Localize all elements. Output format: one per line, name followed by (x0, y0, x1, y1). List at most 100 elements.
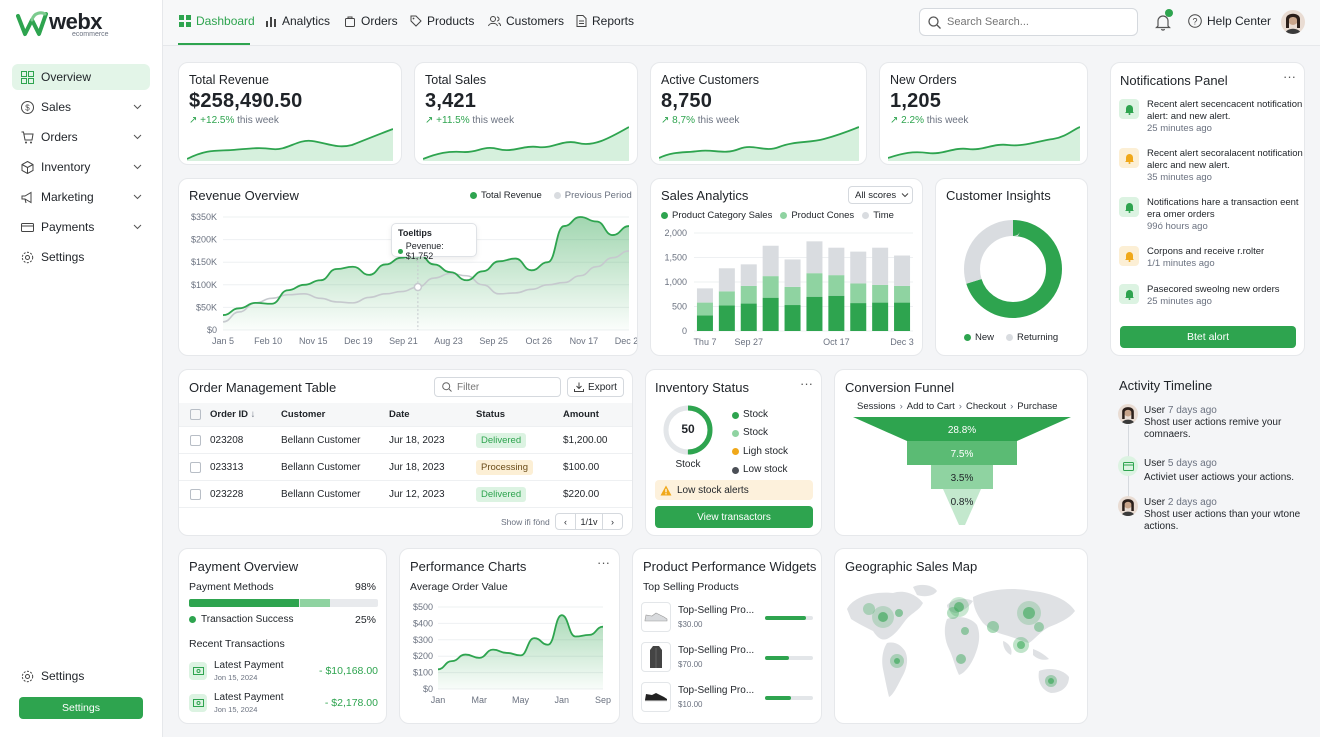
warning-icon (660, 485, 672, 495)
order-id: 023208 (210, 434, 244, 446)
webx-logo-icon (16, 10, 50, 38)
trend-up-icon: ↗ (661, 115, 670, 126)
kpi-value: 1,205 (890, 90, 942, 112)
search-box[interactable] (919, 8, 1138, 36)
sidebar-bottom-settings[interactable]: Settings (12, 663, 150, 689)
series-line-previous (222, 250, 630, 323)
col-header[interactable]: Date (389, 409, 410, 420)
stock-gauge (663, 405, 713, 455)
settings-button[interactable]: Settings (19, 697, 143, 719)
sidebar-item-inventory[interactable]: Inventory (12, 154, 150, 180)
tab-analytics[interactable]: Analytics (265, 14, 330, 28)
product-name: Top-Selling Pro... (678, 605, 755, 616)
next-page-button[interactable]: › (602, 514, 622, 529)
world-map[interactable] (843, 579, 1081, 719)
sidebar-item-sales[interactable]: $ Sales (12, 94, 150, 120)
legend-item: Time (862, 210, 894, 221)
tooltip-value: Pevenue: $1,752 (398, 241, 470, 261)
filter-input[interactable] (457, 381, 557, 393)
trend-up-icon: ↗ (189, 115, 198, 126)
col-header[interactable]: Order ID ↓ (210, 409, 256, 420)
table-row[interactable]: 023208 Bellann Customer Jur 18, 2023 Del… (179, 426, 632, 453)
col-header[interactable]: Amount (563, 409, 599, 420)
svg-text:?: ? (1192, 17, 1197, 27)
product-item[interactable]: Top-Selling Pro... $70.00 (641, 642, 813, 674)
chart-tooltip: Toeltips Pevenue: $1,752 (391, 223, 477, 261)
sidebar-item-overview[interactable]: Overview (12, 64, 150, 90)
timeline-item[interactable]: User 7 days ago Shost user actions remive… (1118, 404, 1308, 446)
chevron-down-icon (901, 193, 909, 198)
col-header[interactable]: Status (476, 409, 506, 420)
bar-segment (850, 283, 867, 304)
alert-button[interactable]: Btet alort (1120, 326, 1296, 348)
help-center-link[interactable]: ? Help Center (1188, 14, 1271, 28)
tab-customers[interactable]: Customers (488, 14, 564, 28)
row-checkbox[interactable] (190, 488, 201, 500)
filter-box[interactable] (434, 377, 561, 397)
notification-dot (1165, 9, 1173, 17)
legend-item: New (964, 332, 994, 343)
bar-segment (894, 255, 911, 286)
kpi-card-orders: New Orders 1,205 ↗ 2.2% this week (879, 62, 1088, 165)
table-row[interactable]: 023228 Bellann Customer Jur 12, 2023 Del… (179, 480, 632, 507)
export-button[interactable]: Export (567, 377, 624, 397)
sidebar-item-payments[interactable]: Payments (12, 214, 150, 240)
search-input[interactable] (947, 16, 1127, 28)
chevron-down-icon (133, 160, 142, 174)
chevron-down-icon (133, 220, 142, 234)
sidebar-item-settings[interactable]: Settings (12, 244, 150, 270)
donut-slice (964, 220, 1062, 318)
tab-reports[interactable]: Reports (576, 14, 634, 28)
row-checkbox[interactable] (190, 434, 201, 446)
bell-icon (1119, 197, 1139, 217)
bar-segment (718, 305, 735, 331)
x-tick-label: Dec 19 (344, 336, 373, 346)
chart-legend: Product Category Sales Product Cones Tim… (661, 210, 894, 221)
more-icon[interactable]: ··· (1283, 69, 1296, 84)
product-item[interactable]: Top-Selling Pro... $10.00 (641, 682, 813, 714)
kpi-label: New Orders (890, 73, 957, 87)
bar-segment (784, 259, 801, 287)
customer-name: Bellann Customer (281, 461, 361, 473)
notifications-panel: Notifications Panel ··· Recent alert sec… (1110, 62, 1305, 356)
bar-segment (740, 285, 757, 304)
card-title: Product Performance Widgets (643, 559, 817, 574)
prev-page-button[interactable]: ‹ (556, 514, 576, 529)
order-date: Jur 12, 2023 (389, 488, 445, 500)
transaction-row[interactable]: Latest Payment Jon 15, 2024 - $2,178.00 (189, 692, 378, 718)
svg-text:$: $ (25, 103, 30, 112)
trend-up-icon: ↗ (890, 115, 899, 126)
select-all-checkbox[interactable] (190, 409, 201, 420)
tab-orders[interactable]: Orders (344, 14, 398, 28)
sparkline (423, 126, 629, 161)
tab-products[interactable]: Products (410, 14, 474, 28)
page-indicator: 1/1v (580, 516, 598, 527)
funnel-stage (853, 417, 1071, 441)
more-icon[interactable]: ··· (800, 376, 813, 391)
scores-dropdown[interactable]: All scores (848, 186, 913, 204)
notification-text: Notifications hare a transaction eent er… (1147, 197, 1299, 232)
view-transactions-button[interactable]: View transactors (655, 506, 813, 528)
bell-icon[interactable] (1155, 13, 1171, 34)
tag-icon (410, 15, 422, 27)
sidebar-item-orders[interactable]: Orders (12, 124, 150, 150)
timeline-item[interactable]: User 5 days ago Activiet user actiows you… (1118, 456, 1308, 488)
card-title: Conversion Funnel (845, 380, 955, 395)
product-item[interactable]: Top-Selling Pro... $30.00 (641, 602, 813, 634)
table-row[interactable]: 023313 Bellann Customer Jur 18, 2023 Pro… (179, 453, 632, 480)
more-icon[interactable]: ··· (597, 555, 610, 570)
sales-analytics-card: Sales Analytics All scores Product Categ… (650, 178, 923, 356)
notification-text: Recent alert secencacent notification al… (1147, 99, 1303, 134)
kpi-card-customers: Active Customers 8,750 ↗ 8,7% this week (650, 62, 867, 165)
tab-dashboard[interactable]: Dashboard (179, 14, 255, 28)
sidebar-item-marketing[interactable]: Marketing (12, 184, 150, 210)
col-header[interactable]: Customer (281, 409, 326, 420)
low-stock-alert[interactable]: Low stock alerts (655, 480, 813, 500)
row-checkbox[interactable] (190, 461, 201, 473)
product-name: Top-Selling Pro... (678, 645, 755, 656)
y-tick-label: $200K (191, 235, 217, 245)
timeline-item[interactable]: User 2 days ago Shost user actions than y… (1118, 496, 1308, 538)
transaction-row[interactable]: Latest Payment Jon 15, 2024 - $10,168.00 (189, 660, 378, 686)
avatar[interactable] (1281, 10, 1305, 34)
